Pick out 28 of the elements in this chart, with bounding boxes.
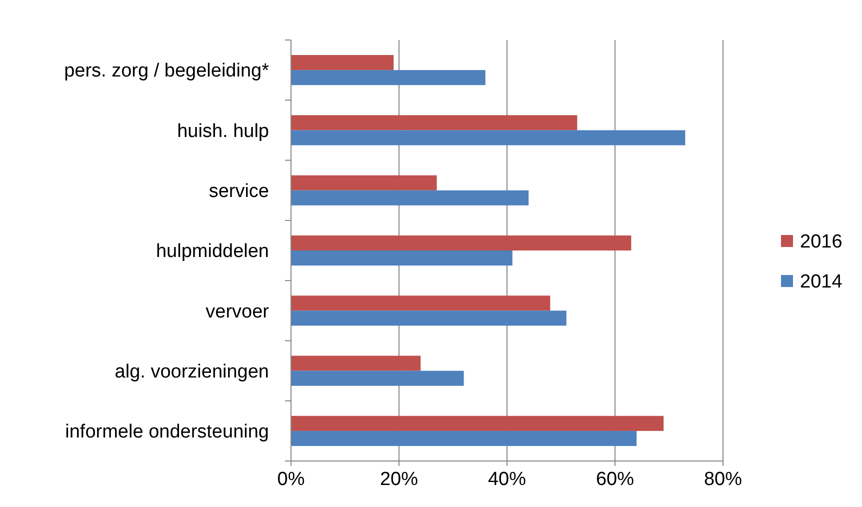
bar <box>291 416 664 431</box>
bar <box>291 55 394 70</box>
x-tick-label: 80% <box>704 469 742 490</box>
x-tick-label: 40% <box>488 469 526 490</box>
bar <box>291 370 464 386</box>
bar <box>291 130 686 146</box>
bar <box>291 115 578 130</box>
bar <box>291 190 529 206</box>
bar <box>291 175 437 190</box>
legend-label: 2014 <box>800 272 843 293</box>
y-tick-label: alg. voorzieningen <box>114 361 269 382</box>
legend-label: 2016 <box>800 232 842 253</box>
y-tick-label: pers. zorg / begeleiding* <box>64 60 270 82</box>
y-tick-label: vervoer <box>206 301 270 322</box>
bar <box>291 310 566 326</box>
bar <box>291 70 486 86</box>
bar <box>291 356 421 371</box>
x-tick-label: 0% <box>277 469 305 490</box>
y-tick-label: informele ondersteuning <box>65 422 269 443</box>
y-tick-label: hulpmiddelen <box>156 241 269 262</box>
y-tick-label: service <box>208 181 269 202</box>
bar <box>291 430 637 446</box>
x-tick-label: 60% <box>596 469 634 490</box>
bar <box>291 235 632 250</box>
bar <box>291 250 512 266</box>
x-tick-label: 20% <box>380 469 418 490</box>
y-tick-label: huish. hulp <box>177 120 269 142</box>
bar <box>291 296 550 311</box>
